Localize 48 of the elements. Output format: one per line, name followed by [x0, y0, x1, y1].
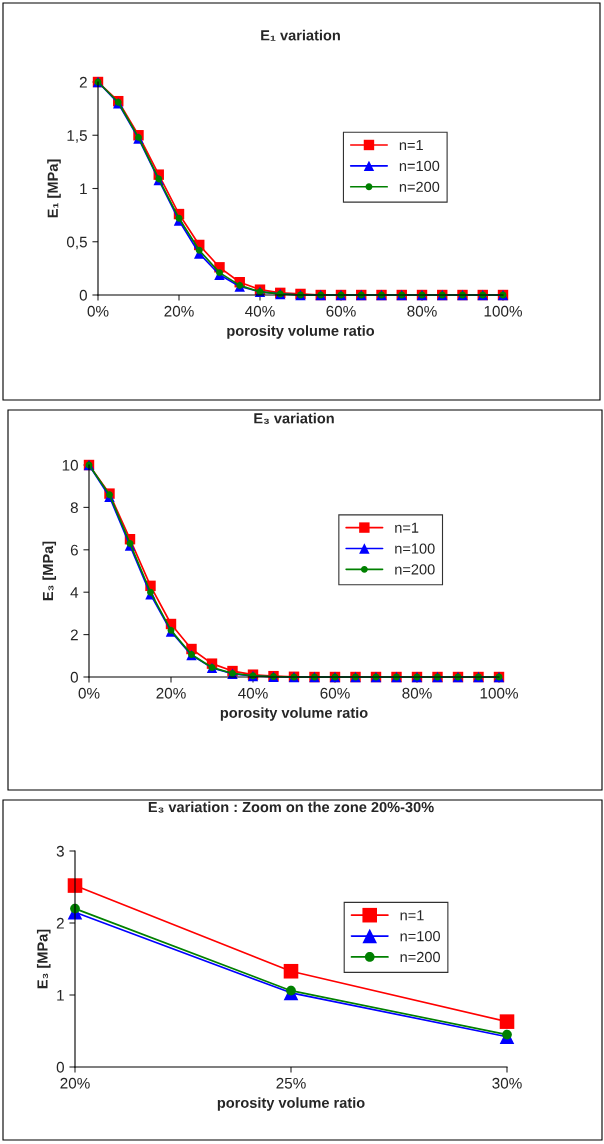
- x-tick-label: 100%: [480, 687, 518, 699]
- x-axis-title: porosity volume ratio: [217, 1097, 365, 1111]
- chart-title: E₁ variation: [261, 29, 340, 41]
- legend-label: n=100: [399, 160, 440, 172]
- y-tick-label: 8: [70, 502, 78, 514]
- x-tick-label: 100%: [484, 305, 522, 317]
- legend-label: n=100: [395, 543, 435, 554]
- y-tick-label: 1,5: [67, 130, 87, 143]
- x-tick-label: 0%: [87, 305, 109, 317]
- x-tick-label: 30%: [492, 1077, 522, 1089]
- y-tick-label: 6: [70, 544, 78, 556]
- y-tick-label: 2: [70, 629, 78, 641]
- chart-title: E₃ variation : Zoom on the zone 20%-30%: [148, 801, 434, 813]
- y-tick-label: 10: [62, 459, 78, 471]
- y-tick-label: 0: [79, 289, 87, 301]
- legend-label: n=100: [400, 930, 441, 942]
- x-tick-label: 60%: [320, 687, 350, 699]
- legend-label: n=200: [399, 181, 440, 192]
- y-tick-label: 0,5: [66, 236, 87, 250]
- y-axis-title: E₃ [MPa]: [42, 541, 57, 601]
- chart-title: E₃ variation: [254, 412, 334, 424]
- x-tick-label: 80%: [407, 305, 437, 317]
- y-axis-title: E₁ [MPa]: [47, 159, 61, 218]
- y-tick-label: 2: [56, 917, 64, 929]
- x-tick-label: 0%: [78, 687, 100, 699]
- y-tick-label: 4: [70, 587, 79, 598]
- legend-label: n=1: [400, 910, 424, 921]
- legend-label: n=1: [399, 140, 423, 151]
- x-tick-label: 40%: [238, 687, 268, 699]
- y-axis-title: E₃ [MPa]: [36, 929, 51, 989]
- y-tick-label: 2: [79, 76, 87, 88]
- x-tick-label: 40%: [245, 305, 275, 317]
- legend-label: n=200: [400, 951, 441, 963]
- legend-label: n=1: [395, 522, 419, 533]
- x-tick-label: 25%: [276, 1077, 306, 1089]
- x-axis-title: porosity volume ratio: [227, 325, 375, 339]
- x-tick-label: 20%: [156, 687, 186, 699]
- y-tick-label: 1: [57, 990, 64, 1001]
- legend-label: n=200: [395, 564, 435, 575]
- y-tick-label: 0: [70, 671, 78, 683]
- y-tick-label: 1: [80, 183, 87, 195]
- y-tick-label: 3: [56, 845, 64, 857]
- x-axis-title: porosity volume ratio: [220, 707, 368, 721]
- x-tick-label: 20%: [60, 1077, 90, 1089]
- x-tick-label: 60%: [326, 305, 356, 317]
- x-tick-label: 80%: [402, 687, 432, 699]
- y-tick-label: 0: [56, 1061, 64, 1073]
- x-tick-label: 20%: [164, 305, 194, 317]
